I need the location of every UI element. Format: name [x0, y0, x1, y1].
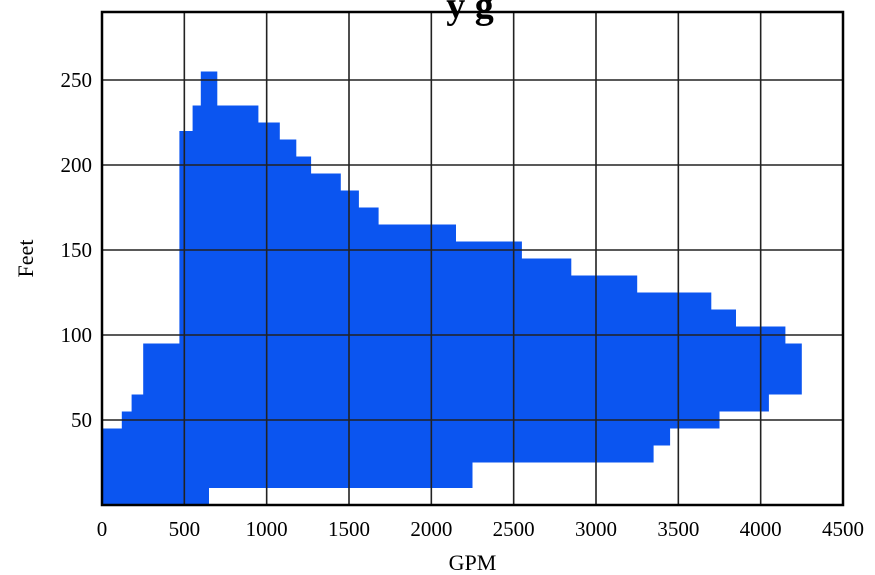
x-tick-label: 1500: [328, 517, 370, 541]
x-tick-label: 1000: [246, 517, 288, 541]
x-tick-label: 4500: [822, 517, 864, 541]
x-tick-label: 0: [97, 517, 108, 541]
x-tick-label: 4000: [740, 517, 782, 541]
y-tick-label: 50: [71, 408, 92, 432]
x-tick-label: 3000: [575, 517, 617, 541]
operating-range-area: [102, 71, 802, 505]
y-tick-label: 200: [61, 153, 93, 177]
plot-frame: [100, 10, 845, 507]
x-tick-label: 2000: [410, 517, 452, 541]
y-tick-label: 250: [61, 68, 93, 92]
y-tick-label: 150: [61, 238, 93, 262]
x-axis-title: GPM: [449, 550, 497, 575]
y-axis-title: Feet: [13, 240, 38, 278]
chart-title-fragment: y g: [446, 0, 494, 27]
x-tick-label: 500: [169, 517, 201, 541]
y-tick-label: 100: [61, 323, 93, 347]
x-tick-label: 2500: [493, 517, 535, 541]
x-tick-label: 3500: [657, 517, 699, 541]
